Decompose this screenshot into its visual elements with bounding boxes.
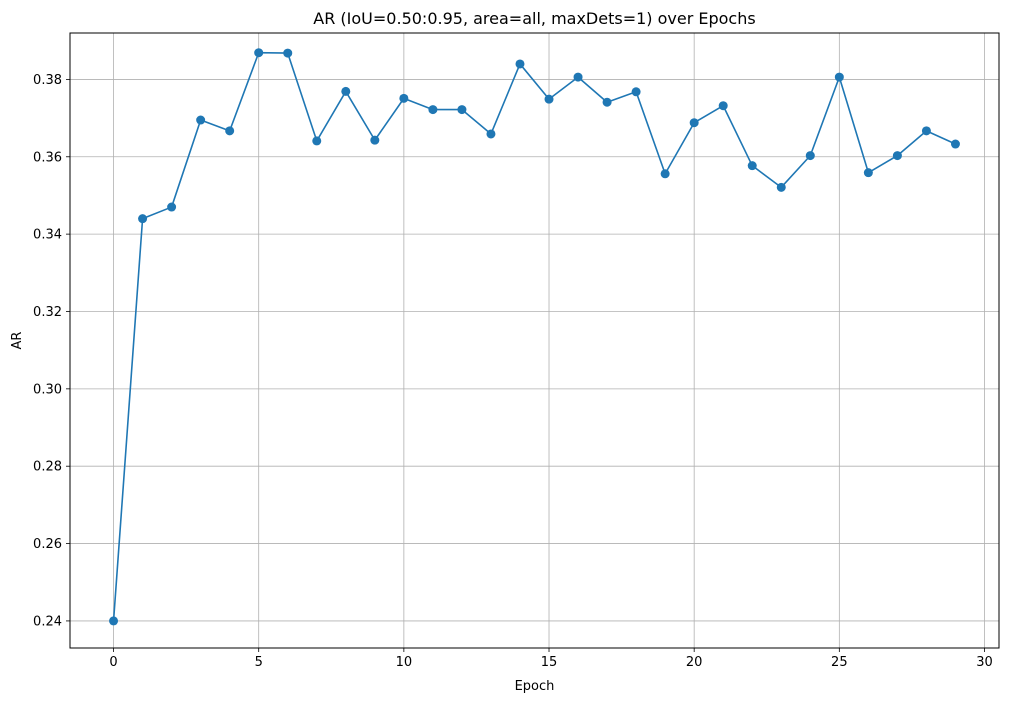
data-point	[893, 151, 902, 160]
data-point	[922, 126, 931, 135]
data-point	[109, 616, 118, 625]
data-point	[748, 161, 757, 170]
data-point	[951, 140, 960, 149]
data-point	[283, 49, 292, 58]
data-point	[574, 73, 583, 82]
data-point	[835, 73, 844, 82]
data-point	[864, 168, 873, 177]
data-point	[632, 87, 641, 96]
y-axis-label: AR	[10, 332, 25, 350]
data-point	[312, 136, 321, 145]
y-tick-label: 0.36	[33, 150, 62, 165]
data-point	[777, 183, 786, 192]
plot-frame	[70, 33, 999, 648]
y-tick-label: 0.38	[33, 73, 62, 88]
x-tick-label: 10	[396, 655, 413, 670]
series-layer	[109, 48, 960, 625]
data-point	[138, 214, 147, 223]
data-point	[254, 48, 263, 57]
data-point	[545, 95, 554, 104]
x-tick-label: 15	[541, 655, 558, 670]
data-point	[690, 118, 699, 127]
y-tick-label: 0.32	[33, 305, 62, 320]
y-tick-label: 0.34	[33, 228, 62, 243]
x-tick-label: 25	[831, 655, 848, 670]
data-point	[167, 203, 176, 212]
data-point	[428, 105, 437, 114]
data-point	[719, 101, 728, 110]
x-tick-label: 30	[976, 655, 993, 670]
data-point	[225, 126, 234, 135]
x-tick-label: 0	[109, 655, 117, 670]
chart-title: AR (IoU=0.50:0.95, area=all, maxDets=1) …	[313, 9, 755, 28]
y-tick-label: 0.30	[33, 382, 62, 397]
y-tick-label: 0.28	[33, 460, 62, 475]
data-point	[603, 98, 612, 107]
data-point	[515, 59, 524, 68]
x-tick-label: 20	[686, 655, 703, 670]
grid	[70, 33, 999, 648]
data-point	[370, 136, 379, 145]
data-point	[486, 129, 495, 138]
x-axis-label: Epoch	[515, 679, 555, 694]
data-point	[196, 116, 205, 125]
data-point	[399, 94, 408, 103]
y-axis-ticks: 0.24 0.26 0.28 0.30 0.32 0.34 0.36 0.38	[33, 73, 70, 630]
data-point	[806, 151, 815, 160]
series-line	[114, 53, 956, 621]
data-point	[341, 87, 350, 96]
data-point	[661, 169, 670, 178]
x-tick-label: 5	[255, 655, 263, 670]
x-axis-ticks: 0 5 10 15 20 25 30	[109, 648, 992, 670]
y-tick-label: 0.24	[33, 614, 62, 629]
data-point	[457, 105, 466, 114]
y-tick-label: 0.26	[33, 537, 62, 552]
